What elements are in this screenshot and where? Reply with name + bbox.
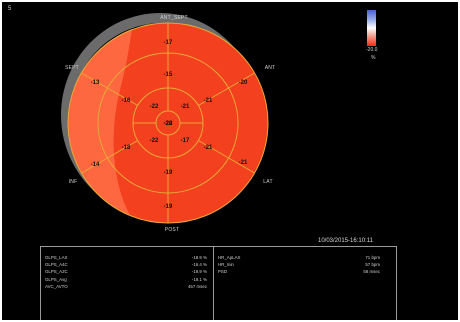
metric-value: 58 msec xyxy=(363,269,380,275)
spoke xyxy=(228,157,255,174)
segment-value-label: -13 xyxy=(91,80,100,86)
metric-row: PSD 58 msec xyxy=(218,269,390,275)
spoke xyxy=(198,140,229,159)
segment-value-label: -21 xyxy=(181,104,190,110)
segment-labels: -17-20-21-14-13-15-21-21-19-18-16-19-22-… xyxy=(91,40,248,210)
metric-row: HR_min 57 bpm xyxy=(218,262,390,268)
metric-value: -18.1 % xyxy=(191,276,207,282)
metric-value: 457 msec xyxy=(187,283,207,289)
label-lat: LAT xyxy=(263,179,272,185)
segment-value-label: -22 xyxy=(164,121,173,127)
label-ant-sept: ANT_SEPT xyxy=(160,15,187,21)
metric-row: HR_ApLAX 71 bpm xyxy=(218,255,390,261)
segment-value-label: -19 xyxy=(164,170,173,176)
strain-report-screen: 5 xyxy=(2,2,458,320)
metric-value: -18.9 % xyxy=(191,255,207,260)
segment-value-label: -15 xyxy=(164,72,173,78)
segment-value-label: -21 xyxy=(239,160,248,166)
color-scale-value: -20.0 xyxy=(366,47,378,53)
segment-value-label: -18 xyxy=(122,145,131,151)
label-inf: INF xyxy=(69,179,78,185)
segment-value-label: -17 xyxy=(181,138,190,144)
spoke xyxy=(198,87,229,106)
color-scale-unit: % xyxy=(371,55,376,61)
segment-value-label: -20 xyxy=(239,80,248,86)
metric-value: 71 bpm xyxy=(365,255,380,260)
segment-value-label: -20 xyxy=(164,121,173,127)
spoke xyxy=(81,157,108,174)
metric-label: GLPS_A2C xyxy=(45,269,68,275)
metric-label: AVC_AVTO xyxy=(45,283,68,289)
table-divider xyxy=(213,247,214,320)
segment-value-label: -19 xyxy=(164,204,173,210)
metric-label: PSD xyxy=(218,269,228,275)
segment-value-label: -17 xyxy=(164,40,173,46)
spoke xyxy=(107,140,138,159)
spoke xyxy=(81,72,108,89)
segment-value-label: -22 xyxy=(150,104,159,110)
timestamp: 10/03/2015-16:10:11 xyxy=(318,238,373,244)
metric-row: GLPS_A2C -19.9 % xyxy=(45,269,207,275)
color-scale-bar xyxy=(367,10,376,46)
metric-row: GLPS_LAX -18.9 % xyxy=(45,255,207,261)
metric-value: 57 bpm xyxy=(365,262,380,268)
segment-value-label: -16 xyxy=(122,98,131,104)
metric-row: AVC_AVTO 457 msec xyxy=(45,284,207,290)
metric-label: GLPS_LAX xyxy=(45,255,68,260)
metric-label: HR_min xyxy=(218,262,234,268)
label-sept: SEPT xyxy=(65,65,79,71)
bullseye-grid xyxy=(67,22,269,224)
metric-label: GLPS_A4C xyxy=(45,262,68,268)
spoke xyxy=(107,87,138,106)
segment-value-label: -21 xyxy=(204,145,213,151)
metric-row: GLPS_A4C -16.4 % xyxy=(45,262,207,268)
label-ant: ANT xyxy=(265,65,276,71)
bullseye-plot: -17-20-21-14-13-15-21-21-19-18-16-19-22-… xyxy=(61,13,276,233)
metric-value: -16.4 % xyxy=(191,262,207,268)
metric-value: -19.9 % xyxy=(191,269,207,275)
segment-value-label: -14 xyxy=(91,162,100,168)
segment-value-label: -21 xyxy=(204,98,213,104)
spoke xyxy=(228,72,255,89)
metric-label: GLPS_Avg xyxy=(45,276,67,282)
metric-label: HR_ApLAX xyxy=(218,255,241,260)
label-post: POST xyxy=(165,227,179,233)
corner-mark: 5 xyxy=(8,6,12,12)
segment-value-label: -22 xyxy=(150,138,159,144)
metrics-table: GLPS_LAX -18.9 % GLPS_A4C -16.4 % GLPS_A2C -1… xyxy=(40,246,397,320)
metric-row: GLPS_Avg -18.1 % xyxy=(45,277,207,283)
